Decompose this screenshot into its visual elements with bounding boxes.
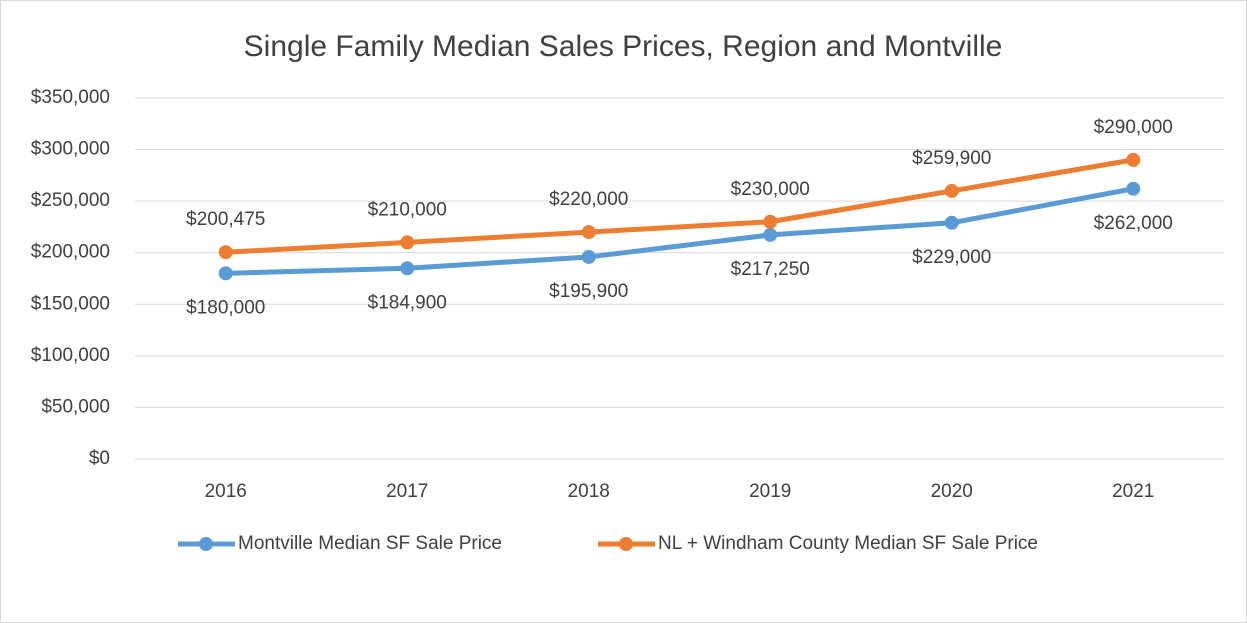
data-label: $259,900 — [912, 148, 991, 169]
series-line — [225, 186, 1134, 276]
data-point — [218, 245, 233, 260]
data-label: $217,250 — [731, 259, 810, 280]
data-label: $184,900 — [368, 292, 447, 313]
y-tick-label: $150,000 — [31, 293, 110, 314]
legend-label: NL + Windham County Median SF Sale Price — [658, 533, 1038, 554]
data-point — [763, 227, 778, 242]
data-label: $220,000 — [549, 189, 628, 210]
y-tick-label: $0 — [89, 448, 110, 469]
data-label: $180,000 — [186, 297, 265, 318]
x-tick-label: 2018 — [568, 481, 610, 502]
data-point — [581, 225, 596, 240]
x-tick-label: 2019 — [749, 481, 791, 502]
data-label: $262,000 — [1094, 213, 1173, 234]
y-tick-label: $350,000 — [31, 87, 110, 108]
y-tick-label: $250,000 — [31, 190, 110, 211]
data-point — [581, 249, 596, 264]
data-label: $195,900 — [549, 281, 628, 302]
data-label: $230,000 — [731, 179, 810, 200]
chart-title: Single Family Median Sales Prices, Regio… — [244, 30, 1003, 63]
x-tick-label: 2016 — [205, 481, 247, 502]
x-tick-label: 2017 — [386, 481, 428, 502]
x-tick-label: 2020 — [931, 481, 973, 502]
data-point — [218, 266, 233, 281]
data-point — [944, 183, 959, 198]
y-tick-label: $50,000 — [41, 396, 110, 417]
legend-marker — [199, 537, 213, 551]
data-label: $290,000 — [1094, 117, 1173, 138]
data-label: $200,475 — [186, 209, 265, 230]
data-point — [1126, 181, 1141, 196]
x-tick-label: 2021 — [1112, 481, 1154, 502]
data-point — [944, 215, 959, 230]
legend-label: Montville Median SF Sale Price — [238, 533, 502, 554]
legend-marker — [619, 537, 633, 551]
data-point — [400, 235, 415, 250]
data-point — [1126, 152, 1141, 167]
data-label: $229,000 — [912, 247, 991, 268]
y-tick-label: $100,000 — [31, 345, 110, 366]
series-line — [225, 157, 1134, 255]
data-point — [400, 261, 415, 276]
data-label: $210,000 — [368, 199, 447, 220]
y-tick-label: $200,000 — [31, 242, 110, 263]
data-point — [763, 214, 778, 229]
y-tick-label: $300,000 — [31, 139, 110, 160]
